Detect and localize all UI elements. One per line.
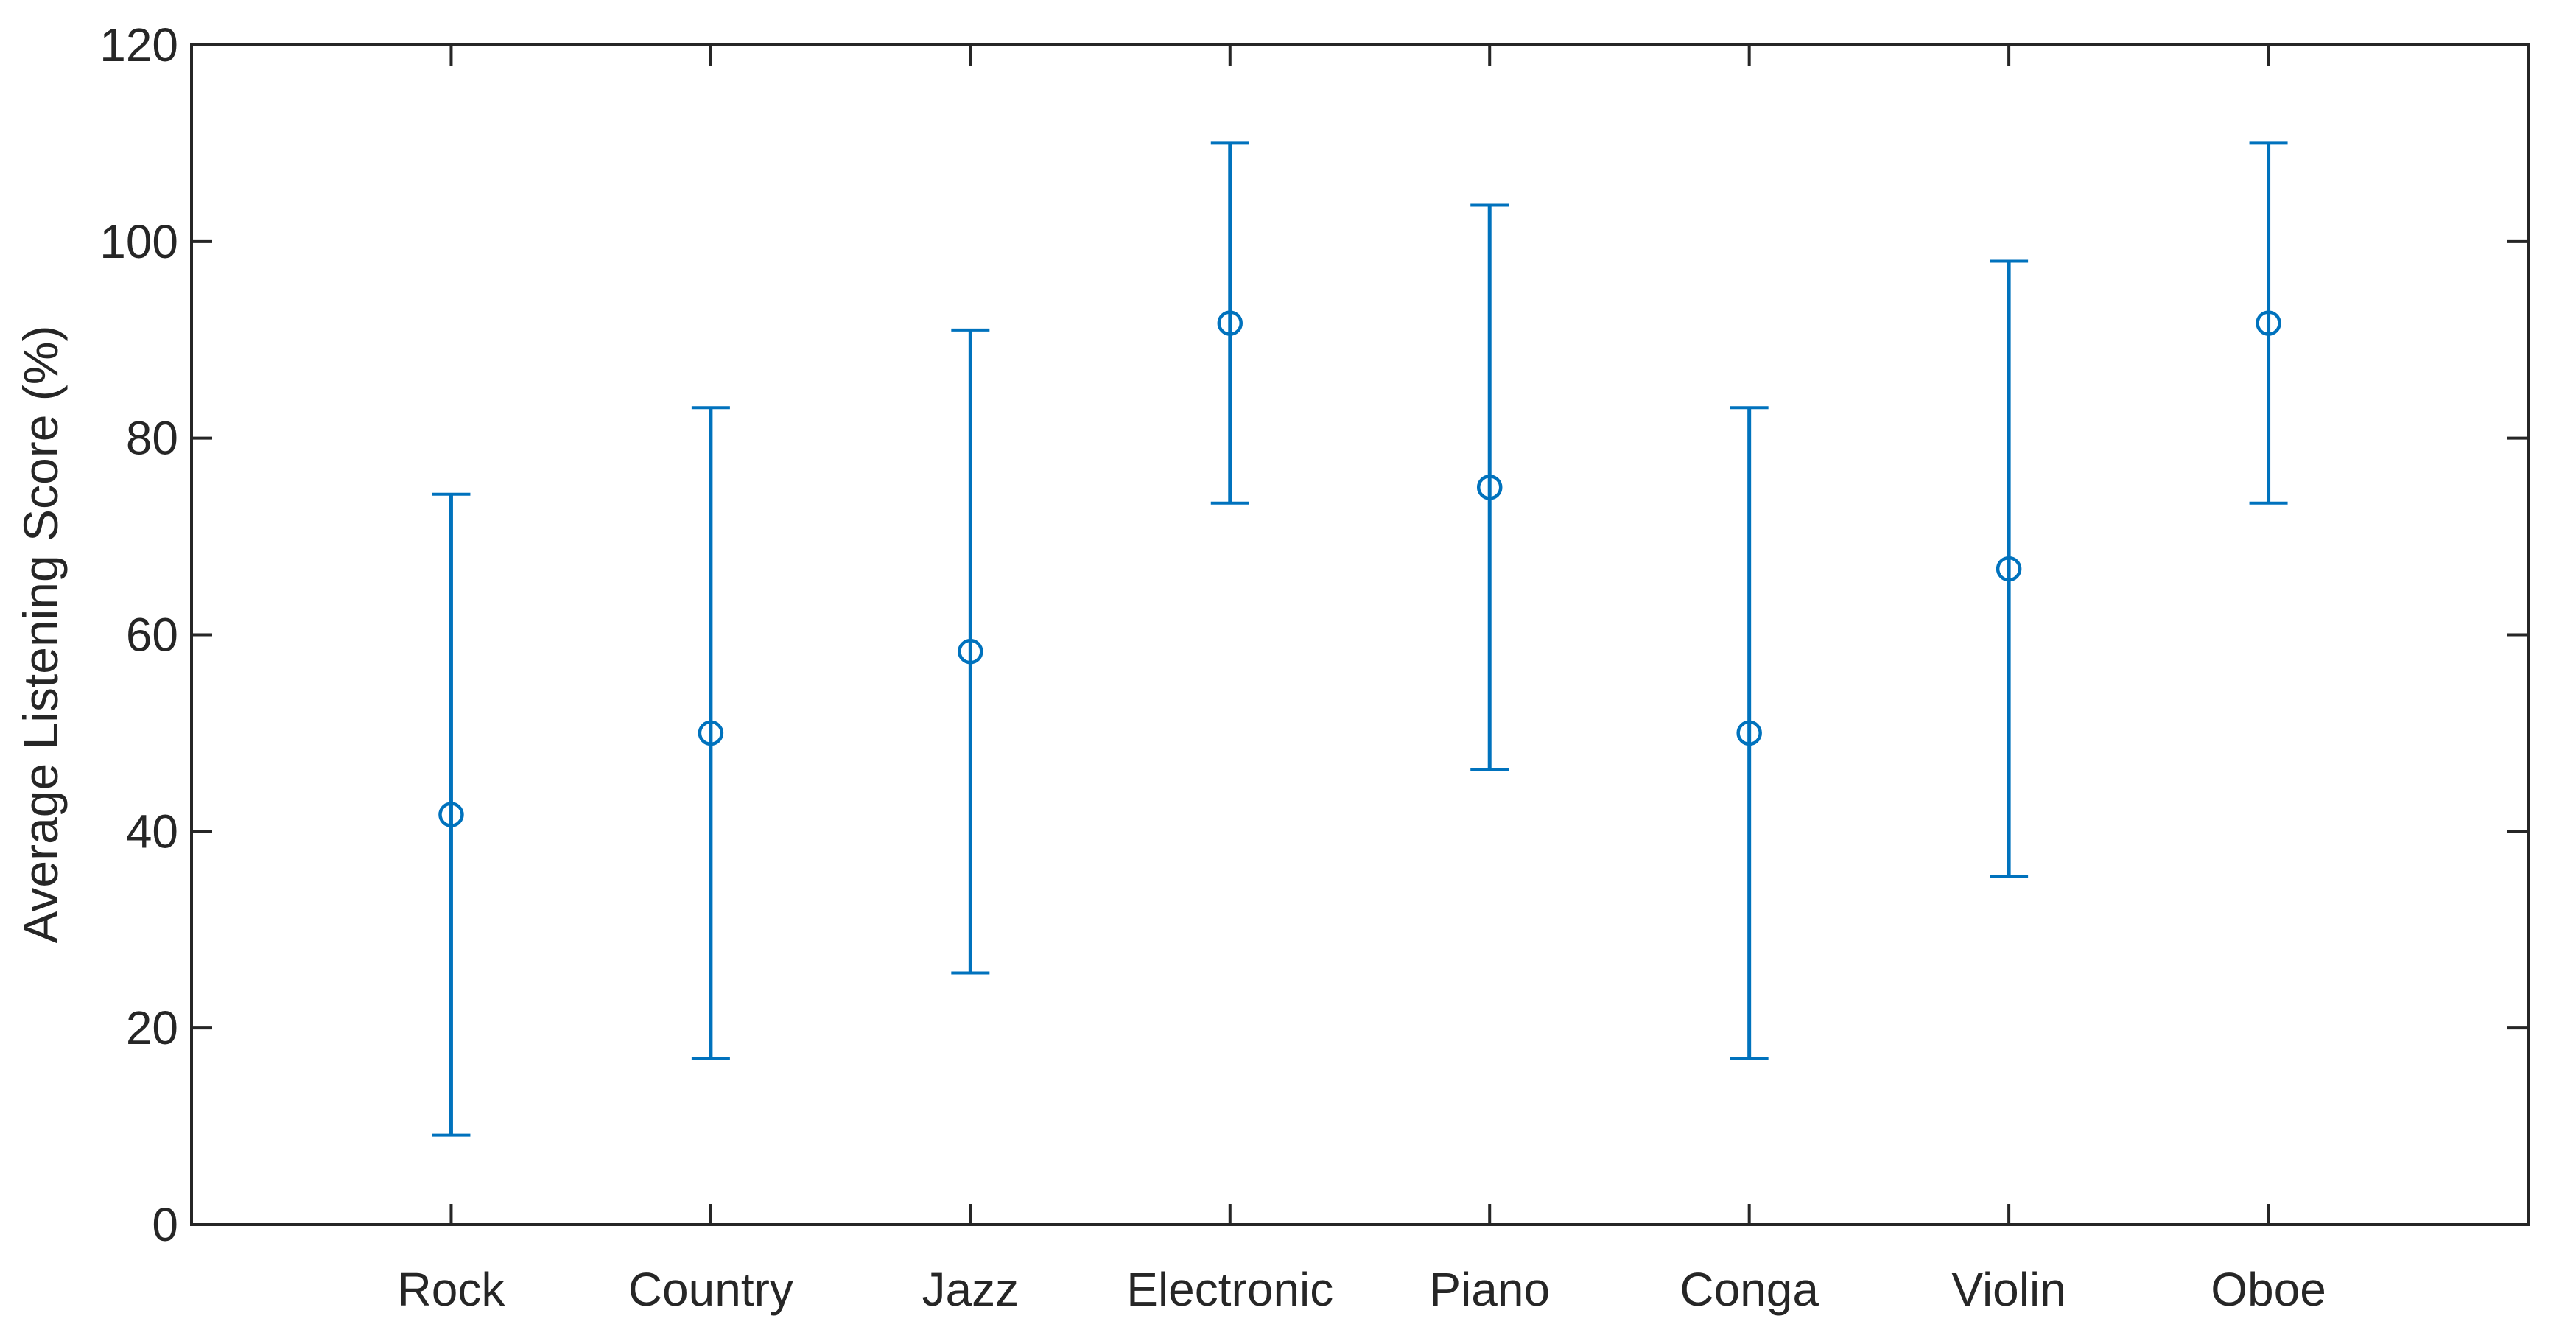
x-category-label: Oboe (2211, 1263, 2326, 1316)
x-category-label: Country (628, 1263, 793, 1316)
mean-marker (438, 802, 464, 827)
x-category-label: Piano (1429, 1263, 1550, 1316)
mean-marker (1996, 556, 2022, 582)
mean-marker (698, 720, 724, 746)
plot-area: 0 20 40 60 80 100 120 Rock Country Jazz Electronic… (99, 18, 2530, 1316)
mean-marker (1217, 310, 1243, 336)
x-category-label: Violin (1951, 1263, 2066, 1316)
x-category-label: Rock (398, 1263, 506, 1316)
mean-marker (958, 638, 983, 665)
y-tick-label: 100 (99, 215, 178, 268)
y-tick-label: 120 (99, 18, 178, 71)
y-axis-label: Average Listening Score (%) (13, 326, 68, 944)
mean-marker (1736, 720, 1762, 746)
y-tick-label: 80 (126, 412, 178, 465)
y-tick-label: 0 (152, 1198, 178, 1251)
mean-marker (2256, 310, 2281, 336)
y-tick-label: 60 (126, 609, 178, 662)
y-tick-label: 40 (126, 805, 178, 858)
mean-marker (1476, 475, 1503, 500)
axes-frame (190, 43, 2530, 1226)
x-category-label: Jazz (922, 1263, 1019, 1316)
y-tick-label: 20 (126, 1001, 178, 1054)
x-category-label: Electronic (1126, 1263, 1333, 1316)
x-category-label: Conga (1680, 1263, 1819, 1316)
